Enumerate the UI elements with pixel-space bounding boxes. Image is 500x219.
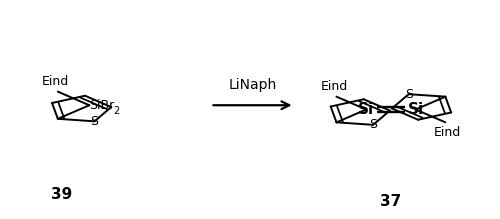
Text: Si: Si: [358, 102, 374, 117]
Text: 39: 39: [52, 187, 72, 202]
Text: Eind: Eind: [42, 76, 69, 88]
Text: Si: Si: [408, 102, 424, 117]
Text: S: S: [90, 115, 98, 128]
Text: 37: 37: [380, 194, 402, 209]
Text: SiBr: SiBr: [90, 99, 114, 112]
Text: Eind: Eind: [434, 125, 462, 139]
Text: S: S: [369, 118, 377, 131]
Text: S: S: [404, 88, 412, 101]
Text: LiNaph: LiNaph: [228, 78, 276, 92]
Text: Eind: Eind: [320, 80, 347, 94]
Text: 2: 2: [113, 106, 119, 116]
